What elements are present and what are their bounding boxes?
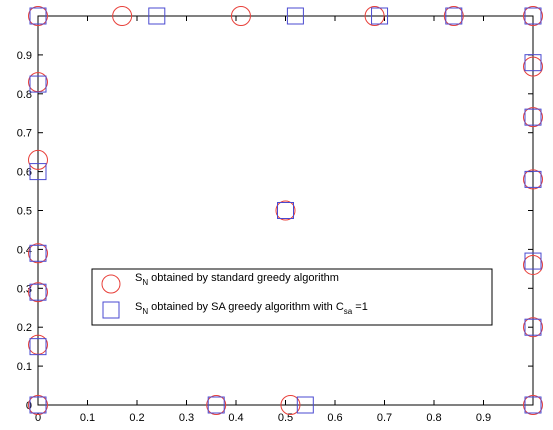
circle-marker bbox=[280, 395, 301, 415]
square-marker bbox=[29, 75, 47, 93]
x-tick-label: 0.2 bbox=[129, 412, 144, 424]
circle-marker bbox=[28, 282, 48, 303]
square-marker bbox=[371, 7, 389, 25]
square-marker bbox=[524, 54, 542, 72]
circle-marker bbox=[28, 6, 48, 26]
square-marker bbox=[524, 170, 542, 188]
circle-marker bbox=[28, 395, 48, 415]
legend-2-text2: =1 bbox=[352, 301, 368, 313]
legend-2-text: obtained by SA greedy algorithm with C bbox=[148, 301, 344, 313]
y-tick-label: 0.6 bbox=[17, 167, 32, 179]
data-markers bbox=[28, 6, 543, 415]
y-tick-label: 0.1 bbox=[17, 361, 32, 373]
x-tick-label: 0.6 bbox=[327, 412, 342, 424]
y-tick-label: 0.8 bbox=[17, 89, 32, 101]
circle-marker bbox=[206, 395, 227, 415]
x-tick-label: 0.4 bbox=[228, 412, 243, 424]
legend-circle-marker bbox=[101, 274, 121, 294]
circle-marker bbox=[443, 6, 464, 26]
square-marker bbox=[29, 163, 47, 181]
circle-marker bbox=[28, 149, 48, 170]
legend: SN obtained by standard greedy algorithm… bbox=[91, 268, 493, 326]
x-tick-label: 0.9 bbox=[476, 412, 491, 424]
circle-marker bbox=[523, 6, 543, 26]
square-marker bbox=[148, 7, 166, 25]
circle-marker bbox=[28, 243, 48, 264]
legend-entry-2: SN obtained by SA greedy algorithm with … bbox=[135, 301, 368, 316]
square-marker bbox=[445, 7, 463, 25]
square-marker bbox=[29, 338, 47, 356]
circle-marker bbox=[523, 254, 543, 275]
circle-marker bbox=[523, 395, 543, 415]
x-tick-label: 0 bbox=[35, 412, 41, 424]
circle-marker bbox=[112, 6, 133, 26]
y-tick-labels: 00.10.20.30.40.50.60.70.80.9 bbox=[17, 50, 32, 412]
square-marker bbox=[524, 108, 542, 126]
square-marker bbox=[524, 396, 542, 414]
y-tick-label: 0.5 bbox=[17, 206, 32, 218]
legend-1-text: obtained by standard greedy algorithm bbox=[148, 272, 339, 284]
axis-ticks bbox=[37, 16, 533, 406]
circle-marker bbox=[523, 317, 543, 338]
legend-box bbox=[91, 268, 493, 326]
square-marker bbox=[286, 7, 304, 25]
circle-marker bbox=[275, 200, 296, 221]
y-tick-label: 0.9 bbox=[17, 50, 32, 62]
legend-2-sub2: sa bbox=[344, 307, 353, 316]
square-marker bbox=[524, 7, 542, 25]
legend-1-sub: N bbox=[142, 278, 148, 287]
circle-marker bbox=[230, 6, 251, 26]
square-marker bbox=[29, 283, 47, 301]
square-marker bbox=[524, 252, 542, 270]
x-tick-labels: 0 0.1 0.2 0.3 0.4 0.5 0.6 0.7 0.8 0.9 bbox=[35, 412, 491, 424]
plot-frame bbox=[37, 15, 534, 406]
circle-marker bbox=[523, 169, 543, 190]
legend-2-prefix: S bbox=[135, 301, 142, 313]
legend-1-prefix: S bbox=[135, 272, 142, 284]
square-marker bbox=[29, 7, 47, 25]
legend-square-marker bbox=[102, 301, 120, 319]
legend-entry-1: SN obtained by standard greedy algorithm bbox=[135, 272, 339, 287]
x-tick-label: 0.7 bbox=[377, 412, 392, 424]
x-tick-label: 0.8 bbox=[426, 412, 441, 424]
circle-marker bbox=[364, 6, 385, 26]
circle-marker bbox=[523, 56, 543, 77]
legend-2-sub: N bbox=[142, 307, 148, 316]
y-tick-label: 0.7 bbox=[17, 128, 32, 140]
circle-marker bbox=[523, 107, 543, 128]
square-marker bbox=[207, 396, 225, 414]
square-marker bbox=[524, 318, 542, 336]
x-tick-label: 0.1 bbox=[80, 412, 95, 424]
square-marker bbox=[29, 244, 47, 262]
x-tick-label: 0.5 bbox=[278, 412, 293, 424]
square-marker bbox=[29, 396, 47, 414]
y-tick-label: 0.2 bbox=[17, 322, 32, 334]
square-marker bbox=[277, 202, 294, 219]
x-tick-label: 0.3 bbox=[179, 412, 194, 424]
square-marker bbox=[296, 396, 314, 414]
